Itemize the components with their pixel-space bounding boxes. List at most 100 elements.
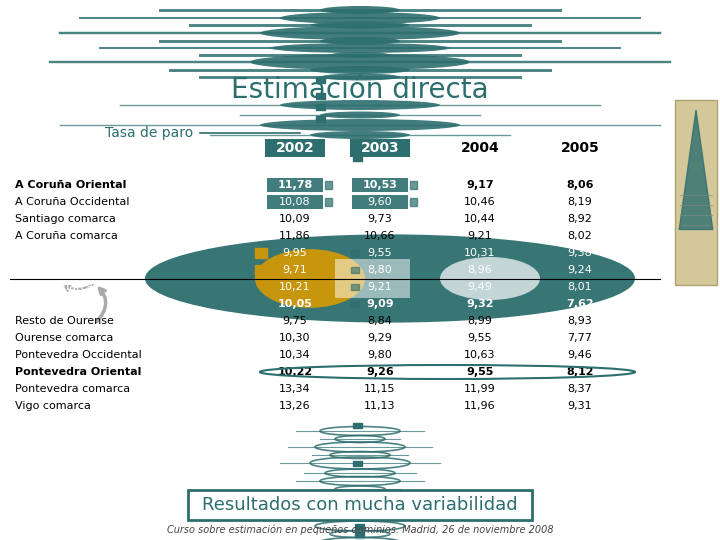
Text: 10,46: 10,46 <box>464 197 496 207</box>
Text: A Coruña comarca: A Coruña comarca <box>15 231 118 241</box>
Bar <box>355 532 364 537</box>
Text: 11,15: 11,15 <box>364 384 396 394</box>
Text: Estimación directa: Estimación directa <box>231 76 489 104</box>
Ellipse shape <box>320 111 400 118</box>
Ellipse shape <box>320 73 400 80</box>
Text: Lugo Sur: Lugo Sur <box>15 265 64 275</box>
Text: 9,21: 9,21 <box>368 282 392 292</box>
Text: A Coruña Occidental: A Coruña Occidental <box>15 197 130 207</box>
FancyBboxPatch shape <box>335 259 410 298</box>
Bar <box>351 250 359 256</box>
Text: 10,34: 10,34 <box>279 350 311 360</box>
Text: 10,30: 10,30 <box>279 333 311 343</box>
Bar <box>316 77 325 83</box>
Text: 11,13: 11,13 <box>364 401 396 411</box>
Text: 8,19: 8,19 <box>567 197 593 207</box>
Text: 9,32: 9,32 <box>467 299 494 309</box>
Text: 13,26: 13,26 <box>279 401 311 411</box>
Text: 10,21: 10,21 <box>279 282 311 292</box>
Ellipse shape <box>440 257 540 300</box>
Text: A Coruña Oriental: A Coruña Oriental <box>15 180 127 190</box>
Bar <box>410 198 417 206</box>
Text: 10,66: 10,66 <box>364 231 396 241</box>
Text: 8,99: 8,99 <box>467 316 492 326</box>
Text: 9,17: 9,17 <box>466 180 494 190</box>
Bar <box>325 181 332 189</box>
Text: Resultados con mucha variabilidad: Resultados con mucha variabilidad <box>202 496 518 514</box>
Ellipse shape <box>310 131 410 139</box>
Text: Pontevedra Occidental: Pontevedra Occidental <box>15 350 142 360</box>
Ellipse shape <box>260 26 460 40</box>
Text: 10,09: 10,09 <box>279 214 311 224</box>
Text: 2005: 2005 <box>561 141 599 155</box>
Text: Curso sobre estimación en pequeños dominios. Madrid, 26 de noviembre 2008: Curso sobre estimación en pequeños domin… <box>167 525 553 535</box>
Bar <box>351 284 359 290</box>
Text: 9,24: 9,24 <box>567 265 593 275</box>
Text: 11,86: 11,86 <box>279 231 311 241</box>
Text: 8,01: 8,01 <box>567 282 593 292</box>
Text: 9,71: 9,71 <box>283 265 307 275</box>
Text: 10,05: 10,05 <box>278 299 312 309</box>
Bar <box>353 461 362 466</box>
FancyBboxPatch shape <box>188 490 532 520</box>
Text: 8,37: 8,37 <box>567 384 593 394</box>
Text: 10,31: 10,31 <box>464 248 496 258</box>
Text: 8,12: 8,12 <box>566 367 594 377</box>
Ellipse shape <box>270 43 450 53</box>
Ellipse shape <box>255 249 365 308</box>
Text: 9,55: 9,55 <box>468 333 492 343</box>
Text: 7,62: 7,62 <box>566 299 594 309</box>
Text: 9,21: 9,21 <box>467 231 492 241</box>
Text: 8,06: 8,06 <box>566 180 594 190</box>
Ellipse shape <box>320 6 400 14</box>
Text: 10,63: 10,63 <box>464 350 496 360</box>
Ellipse shape <box>260 119 460 131</box>
Text: Resto de Ourense: Resto de Ourense <box>15 316 114 326</box>
Text: 8,93: 8,93 <box>567 316 593 326</box>
Ellipse shape <box>320 37 400 45</box>
Bar <box>316 116 325 122</box>
Text: Santiago comarca: Santiago comarca <box>15 214 116 224</box>
Text: 9,49: 9,49 <box>467 282 492 292</box>
Bar <box>316 104 325 110</box>
Bar <box>355 524 364 529</box>
Text: 9,55: 9,55 <box>368 248 392 258</box>
Bar <box>351 301 359 307</box>
Text: 9,55: 9,55 <box>467 367 494 377</box>
Bar <box>353 423 362 428</box>
Text: 8,84: 8,84 <box>368 316 392 326</box>
Text: 13,34: 13,34 <box>279 384 311 394</box>
FancyBboxPatch shape <box>675 100 717 285</box>
Text: 11,78: 11,78 <box>277 180 312 190</box>
Text: Ferrol comarca: Ferrol comarca <box>15 248 98 258</box>
Ellipse shape <box>145 234 635 322</box>
Text: 8,80: 8,80 <box>368 265 392 275</box>
Text: 9,29: 9,29 <box>368 333 392 343</box>
Text: Tasa de paro: Tasa de paro <box>105 126 193 140</box>
Text: 9,73: 9,73 <box>368 214 392 224</box>
Text: 9,31: 9,31 <box>567 401 593 411</box>
Text: 10,22: 10,22 <box>277 367 312 377</box>
Text: Vigo comarca: Vigo comarca <box>15 401 91 411</box>
Text: 7,77: 7,77 <box>567 333 593 343</box>
FancyBboxPatch shape <box>267 178 323 192</box>
Text: 9,46: 9,46 <box>567 350 593 360</box>
Ellipse shape <box>280 100 440 110</box>
Text: 9,60: 9,60 <box>368 197 392 207</box>
Text: 8,96: 8,96 <box>467 265 492 275</box>
Ellipse shape <box>330 52 390 58</box>
Bar <box>255 248 267 258</box>
Text: 8,92: 8,92 <box>567 214 593 224</box>
Text: 2004: 2004 <box>461 141 500 155</box>
Ellipse shape <box>310 66 410 74</box>
FancyBboxPatch shape <box>352 178 408 192</box>
Text: 10,44: 10,44 <box>464 214 496 224</box>
Text: Pontevedra comarca: Pontevedra comarca <box>15 384 130 394</box>
Text: 9,26: 9,26 <box>366 367 394 377</box>
Bar <box>316 93 325 99</box>
Text: 9,75: 9,75 <box>283 316 307 326</box>
Ellipse shape <box>250 54 470 70</box>
Text: 9,80: 9,80 <box>368 350 392 360</box>
Text: Pontevedra Oriental: Pontevedra Oriental <box>15 367 141 377</box>
Bar <box>325 198 332 206</box>
